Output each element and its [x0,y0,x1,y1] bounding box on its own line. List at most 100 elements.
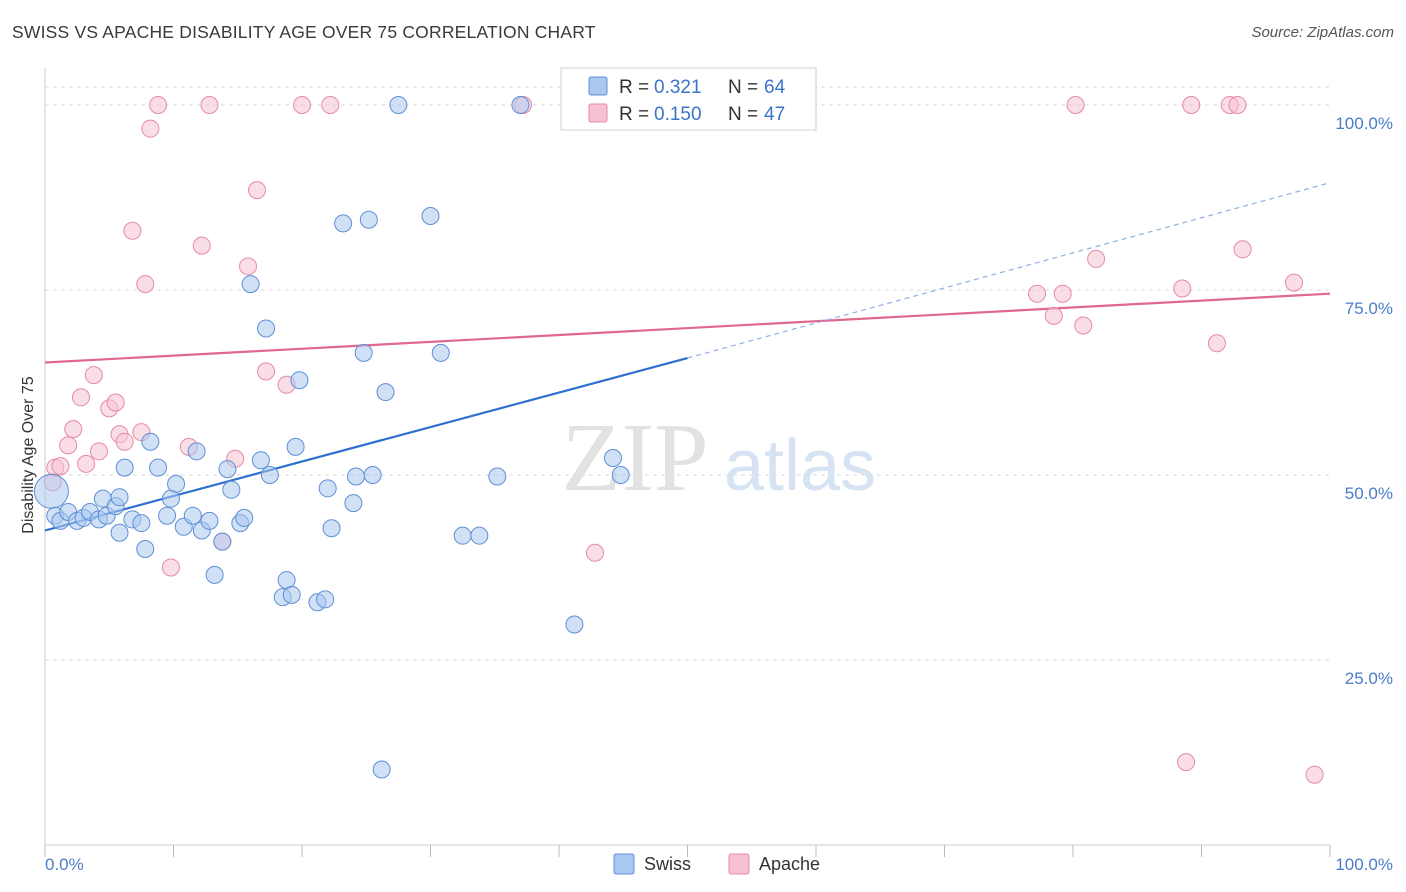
apache-point-5 [71,388,90,407]
y-tick-label-100: 100.0% [1335,114,1393,133]
watermark-atlas: atlas [724,426,876,506]
swiss-point-49 [354,343,373,362]
x-tick-label-min: 0.0% [45,855,84,874]
apache-point-36 [1074,316,1093,335]
swiss-point-36 [260,466,279,484]
swiss-point-54 [389,96,408,114]
swiss-point-52 [376,383,395,402]
swiss-point-55 [421,207,440,225]
apache-point-46 [1305,765,1324,784]
legend-swiss-r-label: R = [619,77,649,98]
apache-point-8 [89,442,108,461]
apache-point-6 [77,454,96,473]
swiss-point-63 [611,466,630,484]
apache-point-41 [1207,334,1226,353]
apache-point-29 [321,96,340,114]
apache-point-10 [106,393,125,412]
apache-point-39 [1177,753,1196,772]
swiss-point-26 [200,511,219,530]
swiss-point-12 [110,523,129,542]
y-tick-labels: 25.0% 50.0% 75.0% 100.0% [1335,114,1393,688]
swiss-point-41 [290,371,309,390]
swiss-point-43 [316,590,335,609]
legend: R = 0.321 N = 64 R = 0.150 N = 47 [560,67,817,131]
swiss-point-45 [322,519,341,538]
apache-point-7 [84,366,103,385]
swiss-point-27 [205,565,224,584]
apache-point-3 [59,436,78,455]
apache-point-37 [1087,249,1106,268]
swiss-point-16 [136,540,155,558]
apache-point-31 [585,543,604,562]
swiss-point-56 [431,343,450,362]
legend-apache-r-label: R = [619,104,649,125]
legend-swatch-swiss [588,76,608,96]
watermark-zip: ZIP [562,404,709,512]
apache-point-15 [136,275,155,294]
swiss-point-32 [235,508,254,527]
y-tick-label-50: 50.0% [1345,484,1393,503]
apache-point-26 [257,362,276,381]
legend-swiss-r-value: 0.321 [654,77,702,98]
swiss-point-53 [372,760,391,779]
swiss-point-34 [251,451,270,470]
swiss-point-21 [167,474,186,493]
legend-apache-r-value: 0.150 [654,104,702,125]
swiss-point-30 [222,480,241,499]
swiss-point-29 [218,460,237,479]
apache-point-45 [1285,273,1304,292]
swiss-point-40 [286,437,305,456]
watermark: ZIP atlas [562,404,877,512]
apache-point-17 [149,96,168,114]
apache-point-38 [1173,279,1192,298]
swiss-point-13 [115,458,134,477]
apache-point-34 [1053,284,1072,303]
apache-points [43,96,1324,784]
swiss-point-47 [344,494,363,513]
swiss-point-17 [141,432,160,451]
swiss-point-0 [33,473,69,509]
bottom-legend-swatch-swiss [613,853,635,875]
apache-point-32 [1028,284,1047,303]
swiss-point-48 [346,467,365,486]
gridlines [45,86,1330,661]
swiss-point-62 [603,448,622,467]
apache-point-35 [1066,96,1085,114]
x-tick-label-max: 100.0% [1335,855,1393,874]
apache-point-16 [141,119,160,138]
apache-point-43 [1228,96,1247,114]
swiss-trend-line [44,357,688,532]
swiss-point-44 [318,479,337,498]
apache-point-12 [115,432,134,451]
swiss-point-19 [158,506,177,525]
apache-trend-line [44,292,1331,364]
bottom-legend-apache: Apache [759,854,820,874]
swiss-point-59 [488,467,507,486]
chart-title: SWISS VS APACHE DISABILITY AGE OVER 75 C… [12,22,596,42]
y-axis-label: Disability Age Over 75 [20,376,37,534]
apache-point-40 [1182,96,1201,114]
swiss-point-51 [363,466,382,484]
bottom-legend-swiss: Swiss [644,854,691,874]
swiss-point-46 [334,214,353,233]
swiss-point-58 [470,526,489,545]
swiss-point-28 [213,532,232,551]
swiss-point-35 [257,319,276,338]
legend-apache-n-value: 47 [764,104,785,125]
swiss-point-60 [511,96,530,114]
swiss-point-24 [187,442,206,461]
swiss-point-11 [110,488,129,507]
legend-swatch-apache [588,103,608,123]
source-label: Source: ZipAtlas.com [1251,24,1394,41]
swiss-point-18 [149,458,168,477]
y-tick-label-75: 75.0% [1345,299,1393,318]
swiss-point-39 [282,585,301,604]
legend-swiss-n-value: 64 [764,77,786,98]
apache-point-25 [248,181,267,200]
apache-point-44 [1233,240,1252,259]
apache-point-20 [192,236,211,255]
apache-point-24 [239,257,258,276]
swiss-point-15 [132,514,151,533]
x-ticks [44,845,1331,857]
